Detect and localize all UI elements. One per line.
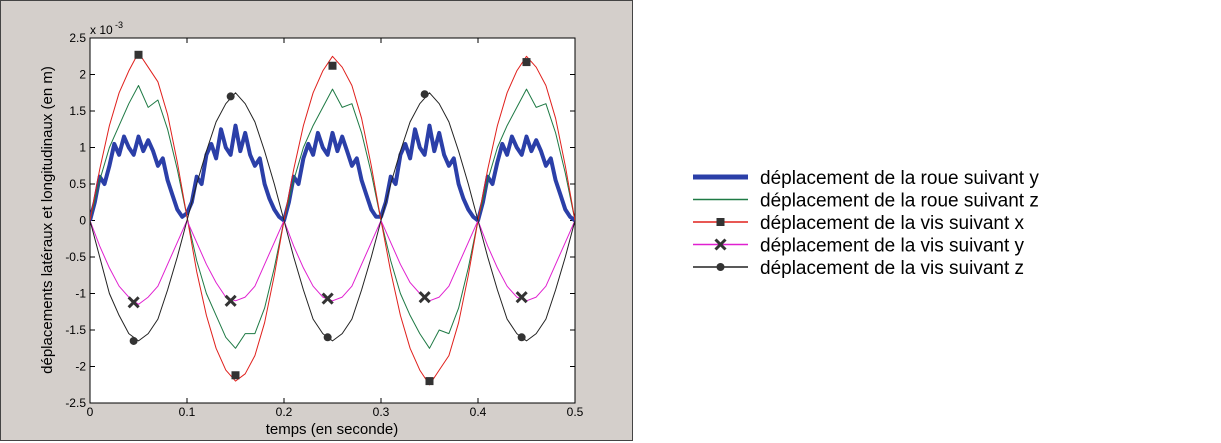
- x-axis-title: temps (en seconde): [266, 421, 399, 438]
- legend-label: déplacement de la roue suivant z: [760, 191, 1039, 212]
- marker-circle: [517, 333, 526, 342]
- y-tick-label: -2.5: [65, 396, 86, 410]
- x-tick-label: 0: [87, 405, 94, 419]
- legend-label: déplacement de la roue suivant y: [760, 168, 1039, 189]
- marker-x: [321, 292, 334, 305]
- y-tick-label: -1: [75, 287, 86, 301]
- legend-item-1: déplacement de la roue suivant y: [693, 168, 1039, 189]
- marker-square: [134, 50, 143, 59]
- y-tick-label: 2: [79, 68, 86, 82]
- series-line-1: [90, 123, 575, 223]
- x-tick-label: 0.2: [276, 405, 293, 419]
- marker-square: [328, 61, 337, 70]
- legend-marker: [714, 238, 727, 251]
- marker-x: [515, 291, 528, 304]
- y-tick-label: 0.5: [69, 177, 86, 191]
- y-axis-title: déplacements latéraux et longitudinaux (…: [39, 66, 56, 374]
- axis-ticks: 0 0.1 0.2 0.3 0.4 0.5 -2.5 -2 -1.5 -1 -0.5 0 0.5 1 1.5…: [65, 31, 583, 419]
- x-tick-label: 0.5: [567, 405, 584, 419]
- y-tick-label: 1.5: [69, 104, 86, 118]
- y-scale-exponent: -3: [115, 20, 123, 30]
- marker-x: [418, 291, 431, 304]
- marker-x: [224, 294, 237, 307]
- x-tick-label: 0.1: [179, 405, 196, 419]
- x-tick-label: 0.3: [373, 405, 390, 419]
- marker-square: [231, 371, 240, 380]
- legend-marker: [716, 218, 725, 226]
- y-tick-label: 2.5: [69, 31, 86, 45]
- legend-label: déplacement de la vis suivant y: [760, 236, 1025, 257]
- marker-square: [425, 377, 434, 386]
- marker-x: [127, 296, 140, 309]
- y-tick-label: 1: [79, 141, 86, 155]
- series-line-2: [90, 85, 575, 349]
- marker-square: [522, 58, 531, 67]
- y-tick-label: -1.5: [65, 323, 86, 337]
- series-line-4: [90, 220, 575, 305]
- legend-marker: [716, 263, 725, 271]
- legend-item-4: déplacement de la vis suivant y: [693, 236, 1025, 257]
- marker-circle: [420, 90, 429, 99]
- series-layer: [90, 52, 575, 386]
- series-line-3: [90, 52, 575, 386]
- legend-item-2: déplacement de la roue suivant z: [693, 191, 1039, 212]
- marker-circle: [129, 336, 138, 345]
- legend-item-5: déplacement de la vis suivant z: [693, 258, 1024, 279]
- y-scale-note: x 10: [90, 23, 113, 37]
- markers-layer: [127, 50, 531, 386]
- y-tick-label: -2: [75, 360, 86, 374]
- series-line-5: [90, 92, 575, 342]
- marker-circle: [226, 92, 235, 101]
- marker-circle: [323, 333, 332, 342]
- y-tick-label: -0.5: [65, 250, 86, 264]
- x-tick-label: 0.4: [470, 405, 487, 419]
- legend-label: déplacement de la vis suivant x: [760, 213, 1025, 234]
- plot-area: [89, 37, 576, 404]
- legend-label: déplacement de la vis suivant z: [760, 258, 1024, 279]
- legend-item-3: déplacement de la vis suivant x: [693, 213, 1025, 234]
- y-tick-label: 0: [79, 214, 86, 228]
- legend: déplacement de la roue suivant ydéplacem…: [693, 168, 1039, 279]
